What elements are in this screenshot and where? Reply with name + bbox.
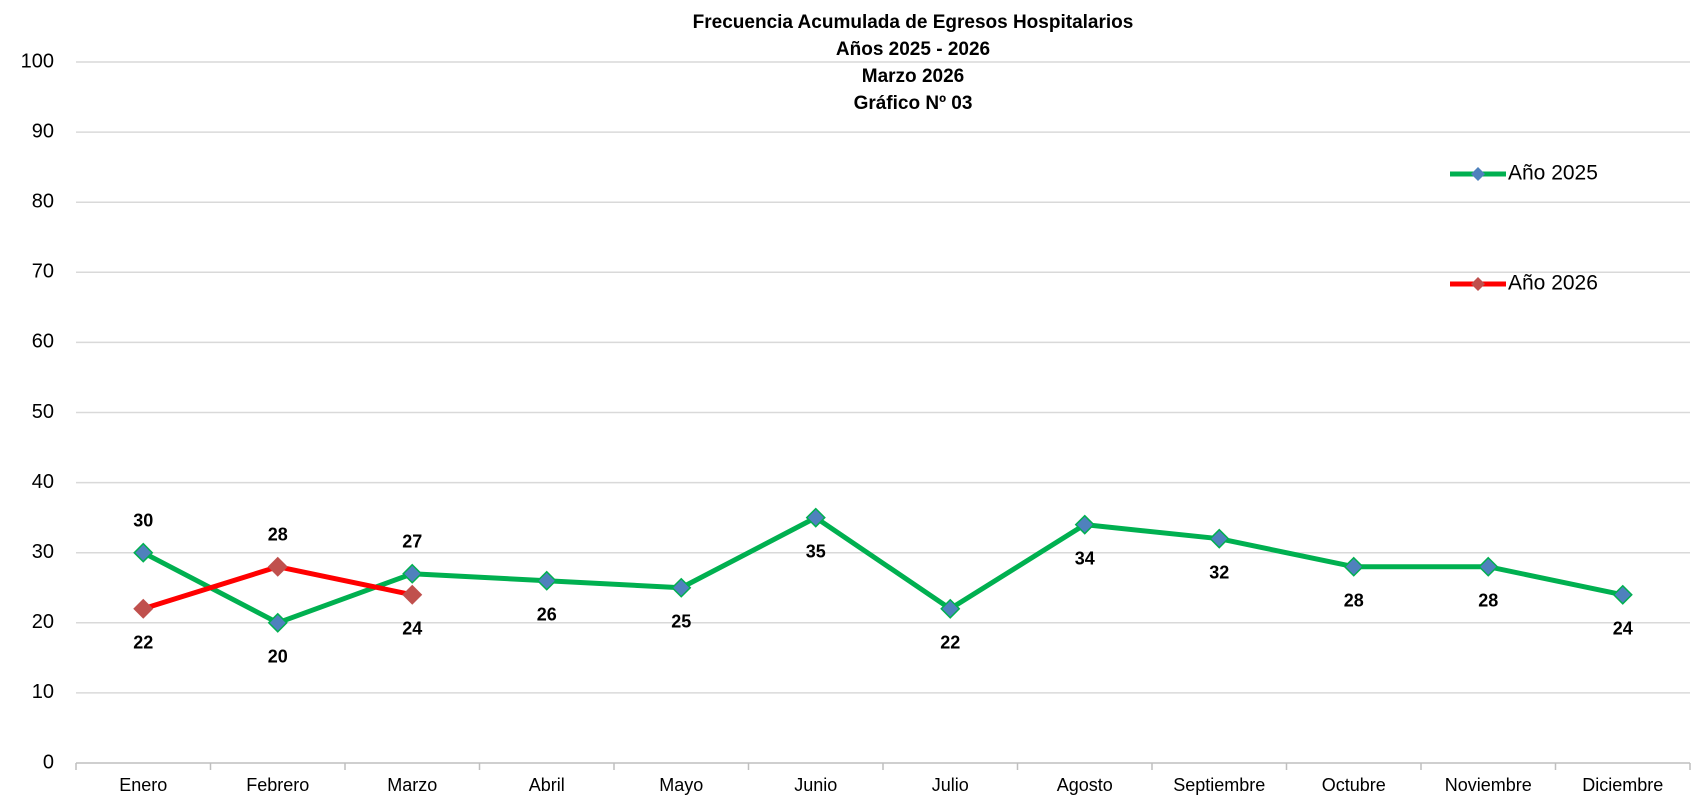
marker bbox=[940, 598, 961, 619]
data-label: 28 bbox=[1344, 590, 1364, 610]
data-label: 24 bbox=[1613, 619, 1633, 639]
chart-subtitle: Marzo 2026 bbox=[862, 66, 964, 87]
x-tick-label: Febrero bbox=[246, 775, 309, 795]
marker bbox=[133, 598, 154, 619]
y-tick-label: 30 bbox=[32, 541, 54, 563]
x-tick-label: Mayo bbox=[659, 775, 703, 795]
data-label: 25 bbox=[671, 612, 691, 632]
marker bbox=[1478, 556, 1499, 577]
legend-label: Año 2026 bbox=[1508, 272, 1598, 295]
chart-subtitle: Años 2025 - 2026 bbox=[836, 39, 990, 60]
marker bbox=[267, 612, 288, 633]
chart-title: Frecuencia Acumulada de Egresos Hospital… bbox=[693, 12, 1134, 33]
x-tick-label: Octubre bbox=[1322, 775, 1386, 795]
x-tick-label: Abril bbox=[529, 775, 565, 795]
x-tick-label: Marzo bbox=[387, 775, 437, 795]
data-label: 30 bbox=[133, 510, 153, 530]
y-tick-label: 80 bbox=[32, 190, 54, 212]
x-tick-label: Junio bbox=[794, 775, 837, 795]
legend-marker bbox=[1471, 277, 1485, 291]
marker bbox=[805, 507, 826, 528]
y-tick-label: 100 bbox=[21, 50, 54, 72]
data-label: 27 bbox=[402, 531, 422, 551]
y-tick-label: 0 bbox=[43, 751, 54, 773]
legend-marker bbox=[1471, 167, 1485, 181]
data-label: 26 bbox=[537, 604, 557, 624]
x-tick-label: Enero bbox=[119, 775, 167, 795]
y-tick-label: 90 bbox=[32, 120, 54, 142]
x-tick-label: Julio bbox=[932, 775, 969, 795]
marker bbox=[1209, 528, 1230, 549]
marker bbox=[402, 563, 423, 584]
y-tick-label: 50 bbox=[32, 401, 54, 423]
marker bbox=[1343, 556, 1364, 577]
marker bbox=[267, 556, 288, 577]
series-line bbox=[142, 515, 1624, 626]
marker bbox=[1612, 584, 1633, 605]
y-tick-label: 10 bbox=[32, 681, 54, 703]
y-tick-label: 70 bbox=[32, 261, 54, 283]
x-tick-label: Noviembre bbox=[1445, 775, 1532, 795]
marker bbox=[536, 570, 557, 591]
chart-subtitle: Gráfico Nº 03 bbox=[854, 93, 973, 114]
marker bbox=[133, 542, 154, 563]
y-tick-label: 60 bbox=[32, 331, 54, 353]
y-tick-label: 40 bbox=[32, 471, 54, 493]
x-tick-label: Septiembre bbox=[1173, 775, 1265, 795]
data-label: 35 bbox=[806, 541, 826, 561]
y-tick-label: 20 bbox=[32, 611, 54, 633]
data-label: 20 bbox=[268, 647, 288, 667]
data-label: 22 bbox=[940, 633, 960, 653]
marker bbox=[1074, 514, 1095, 535]
data-label: 22 bbox=[133, 633, 153, 653]
marker bbox=[402, 584, 423, 605]
data-label: 28 bbox=[268, 524, 288, 544]
data-label: 28 bbox=[1478, 590, 1498, 610]
x-tick-label: Agosto bbox=[1057, 775, 1113, 795]
marker bbox=[671, 577, 692, 598]
x-tick-label: Diciembre bbox=[1582, 775, 1663, 795]
data-label: 24 bbox=[402, 619, 422, 639]
data-label: 32 bbox=[1209, 562, 1229, 582]
data-label: 34 bbox=[1075, 548, 1095, 568]
legend-label: Año 2025 bbox=[1508, 162, 1598, 185]
